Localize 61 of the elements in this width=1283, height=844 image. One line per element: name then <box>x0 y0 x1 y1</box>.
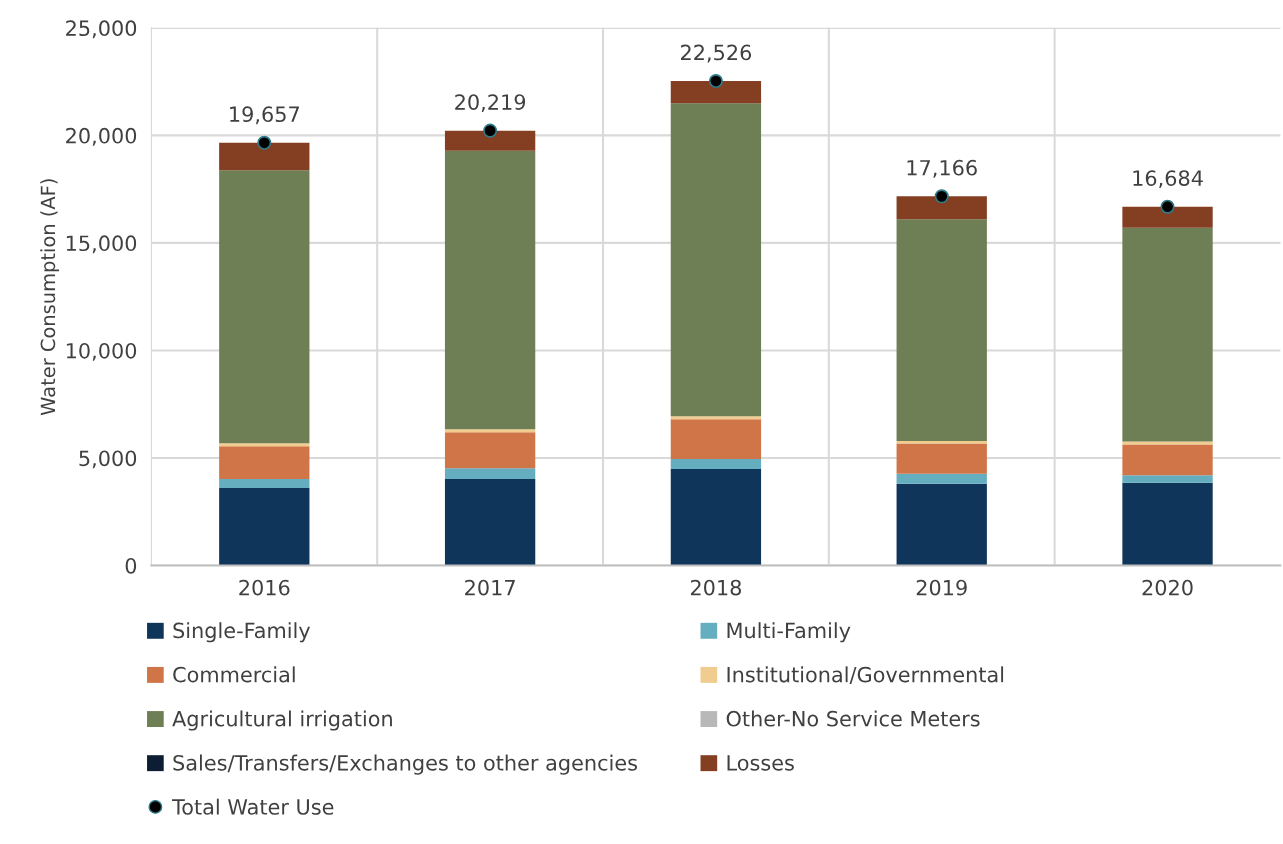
legend-label: Losses <box>727 755 794 771</box>
bar <box>1122 444 1213 476</box>
bar <box>219 142 310 171</box>
x-tick-label: 2019 <box>916 579 967 596</box>
legend-label: Single-Family <box>173 622 311 643</box>
legend-label: Total Water Use <box>171 798 334 815</box>
bar <box>219 488 310 566</box>
bar <box>1122 227 1213 442</box>
x-tick-label: 2020 <box>1142 579 1193 596</box>
bar <box>896 473 987 484</box>
bar <box>670 103 762 417</box>
point <box>1160 199 1175 214</box>
bar <box>444 479 536 566</box>
bar <box>896 443 987 474</box>
y-tick-label: 20,000 <box>66 127 137 146</box>
bar <box>444 468 536 480</box>
y-tick-label: 0 <box>125 557 137 574</box>
y-tick-label: 10,000 <box>66 342 137 361</box>
bar <box>670 80 762 104</box>
data-label: 17,166 <box>907 159 977 178</box>
bar <box>219 170 310 444</box>
y-axis-title: Water Consumption (AF) <box>40 179 60 416</box>
y-tick-label: 15,000 <box>66 235 137 254</box>
bar <box>219 479 310 489</box>
legend-label: Institutional/Governmental <box>727 666 1004 685</box>
x-tick-label: 2016 <box>239 579 290 596</box>
bar <box>896 440 987 444</box>
y-tick-label: 25,000 <box>66 20 137 39</box>
bar <box>444 432 536 469</box>
bar <box>1122 482 1213 566</box>
legend-label: Commercial <box>173 666 295 683</box>
bar <box>444 429 536 433</box>
data-label: 20,219 <box>455 94 526 113</box>
data-label: 19,657 <box>230 106 299 125</box>
bar <box>219 443 310 447</box>
bar <box>1122 475 1213 483</box>
bar <box>896 483 987 566</box>
bar <box>670 459 762 469</box>
bar <box>1122 206 1213 228</box>
point <box>257 135 272 150</box>
x-tick-label: 2018 <box>690 579 741 596</box>
bar <box>444 150 536 430</box>
bar <box>670 416 762 420</box>
point <box>708 74 723 89</box>
legend-label: Multi-Family <box>727 622 851 643</box>
y-tick-label: 5,000 <box>79 450 137 469</box>
bar <box>1122 441 1213 445</box>
legend-label: Other-No Service Meters <box>726 710 980 727</box>
bar <box>444 130 536 151</box>
x-tick-label: 2017 <box>465 579 515 596</box>
point <box>483 123 498 138</box>
bar <box>670 468 762 566</box>
legend-label: Sales/Transfers/Exchanges to other agencies <box>173 754 637 775</box>
bar <box>670 419 762 460</box>
bar <box>896 196 987 220</box>
bar <box>896 219 987 441</box>
bar <box>219 446 310 480</box>
data-label: 22,526 <box>680 44 752 63</box>
legend-label: Agricultural irrigation <box>172 710 392 731</box>
data-label: 16,684 <box>1133 170 1203 189</box>
point <box>934 189 949 204</box>
